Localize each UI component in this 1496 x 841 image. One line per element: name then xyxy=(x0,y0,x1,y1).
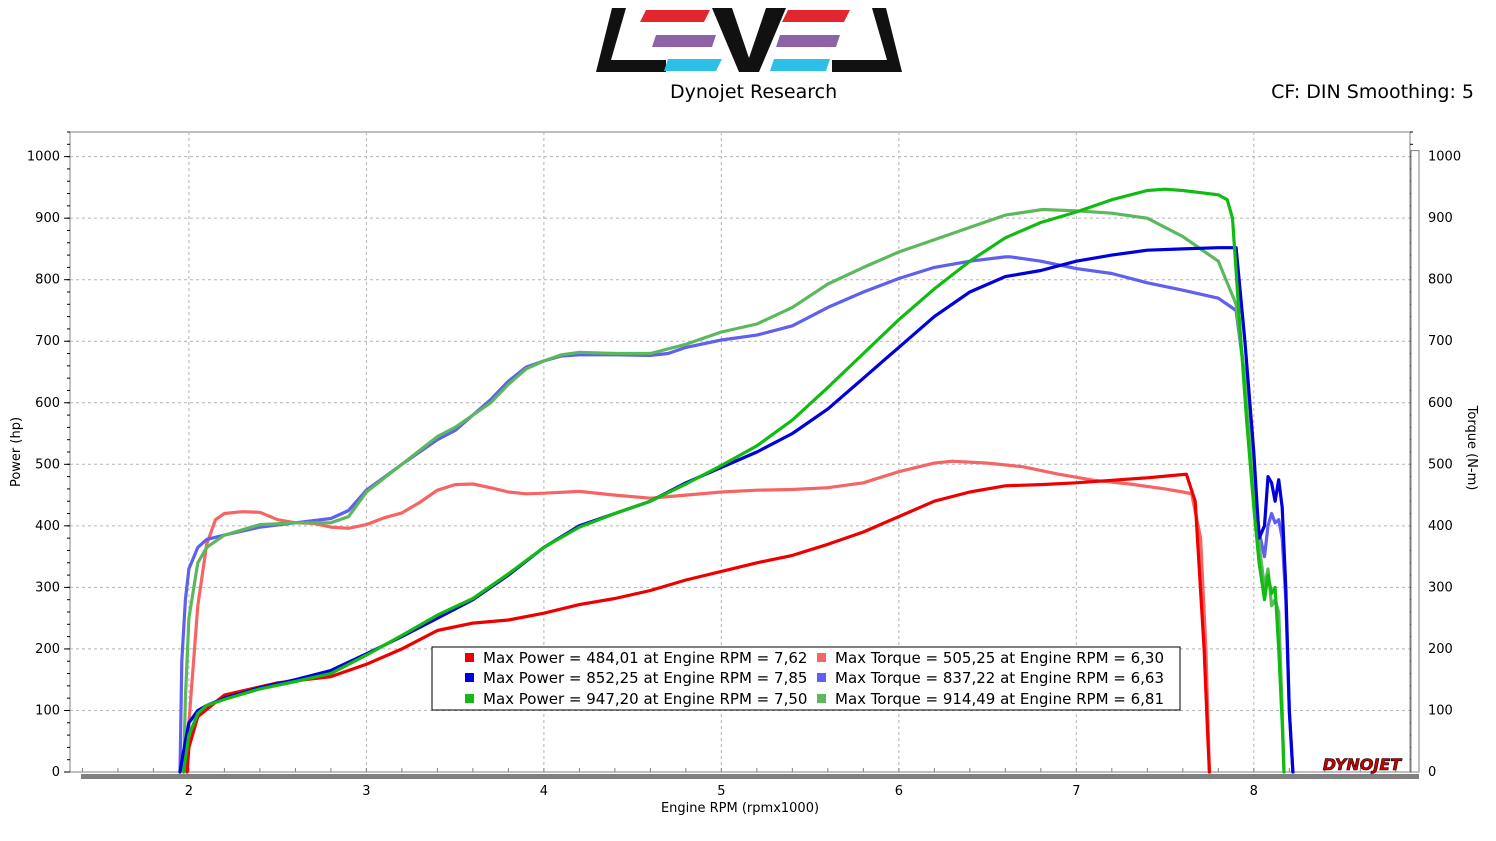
y-tick-label-right: 700 xyxy=(1428,334,1453,349)
y-tick-label-right: 200 xyxy=(1428,642,1453,657)
series-line-run3-torque xyxy=(182,207,1286,774)
y-tick-label-right: 1000 xyxy=(1428,150,1461,165)
legend-item-run1-torque: Max Torque = 505,25 at Engine RPM = 6,30 xyxy=(835,649,1164,667)
legend-swatch-run3-torque xyxy=(817,694,826,703)
x-tick-label: 3 xyxy=(362,784,370,799)
logo-stripe-red-left xyxy=(640,10,710,22)
logo-left-bracket xyxy=(596,8,666,72)
y-tick-label-left: 0 xyxy=(52,765,60,780)
legend-item-run2-torque: Max Torque = 837,22 at Engine RPM = 6,63 xyxy=(835,669,1164,687)
y-tick-label-left: 500 xyxy=(35,457,60,472)
legend-swatch-run3-power xyxy=(465,694,474,703)
y-axis-title-left: Power (hp) xyxy=(9,417,24,487)
x-tick-label: 5 xyxy=(717,784,725,799)
x-tick-label: 8 xyxy=(1250,784,1258,799)
series-line-run3 xyxy=(182,187,1286,774)
legend-item-run3-power: Max Power = 947,20 at Engine RPM = 7,50 xyxy=(483,690,807,708)
logo-v-shape xyxy=(712,8,786,72)
logo-stripe-purple-left xyxy=(652,35,716,47)
legend-item-run1-power: Max Power = 484,01 at Engine RPM = 7,62 xyxy=(483,649,807,667)
series-line-run1-torque xyxy=(185,459,1212,774)
right-axis-scale xyxy=(1410,150,1420,773)
x-tick-label: 4 xyxy=(540,784,548,799)
legend-swatch-run2-torque xyxy=(817,673,826,682)
logo-stripe-cyan-right xyxy=(770,59,830,71)
y-tick-label-right: 400 xyxy=(1428,519,1453,534)
y-tick-label-right: 500 xyxy=(1428,457,1453,472)
y-tick-label-right: 800 xyxy=(1428,273,1453,288)
logo-right-bracket xyxy=(832,8,902,72)
logo-stripe-cyan-left xyxy=(664,59,722,71)
y-tick-label-right: 900 xyxy=(1428,211,1453,226)
y-tick-label-left: 200 xyxy=(35,642,60,657)
y-axis-title-right: Torque (N-m) xyxy=(1464,405,1479,491)
x-tick-label: 6 xyxy=(895,784,903,799)
x-axis-title: Engine RPM (rpmx1000) xyxy=(661,801,819,816)
legend-swatch-run1-torque xyxy=(817,653,826,662)
y-tick-label-left: 700 xyxy=(35,334,60,349)
series-line-run2 xyxy=(178,246,1295,774)
y-tick-label-left: 300 xyxy=(35,580,60,595)
grid xyxy=(70,132,1410,772)
y-tick-label-left: 400 xyxy=(35,519,60,534)
brand-label: Dynojet Research xyxy=(670,81,838,103)
legend-swatch-run2-power xyxy=(465,673,474,682)
legend-item-run2-power: Max Power = 852,25 at Engine RPM = 7,85 xyxy=(483,669,807,687)
x-tick-label: 7 xyxy=(1072,784,1080,799)
series-group xyxy=(178,187,1295,774)
y-tick-label-left: 100 xyxy=(35,703,60,718)
level-logo xyxy=(596,8,902,72)
y-tick-label-right: 600 xyxy=(1428,396,1453,411)
legend: Max Power = 484,01 at Engine RPM = 7,62 … xyxy=(431,646,1181,711)
series-line-run1 xyxy=(185,472,1212,774)
y-tick-label-left: 1000 xyxy=(27,150,60,165)
y-tick-label-right: 300 xyxy=(1428,580,1453,595)
y-tick-label-left: 600 xyxy=(35,396,60,411)
x-scrollbar[interactable] xyxy=(81,774,1419,779)
dynojet-footer-logo: DYNOJET xyxy=(1323,755,1403,774)
y-tick-label-left: 800 xyxy=(35,273,60,288)
logo-stripe-red-right xyxy=(782,10,850,22)
legend-box xyxy=(431,646,1181,711)
legend-swatch-run1-power xyxy=(465,653,474,662)
y-tick-label-left: 900 xyxy=(35,211,60,226)
x-tick-label: 2 xyxy=(185,784,193,799)
y-tick-label-right: 100 xyxy=(1428,703,1453,718)
logo-stripe-purple-right xyxy=(776,35,840,47)
correction-factor-label: CF: DIN Smoothing: 5 xyxy=(1271,81,1474,103)
y-tick-label-right: 0 xyxy=(1428,765,1436,780)
legend-item-run3-torque: Max Torque = 914,49 at Engine RPM = 6,81 xyxy=(835,690,1164,708)
